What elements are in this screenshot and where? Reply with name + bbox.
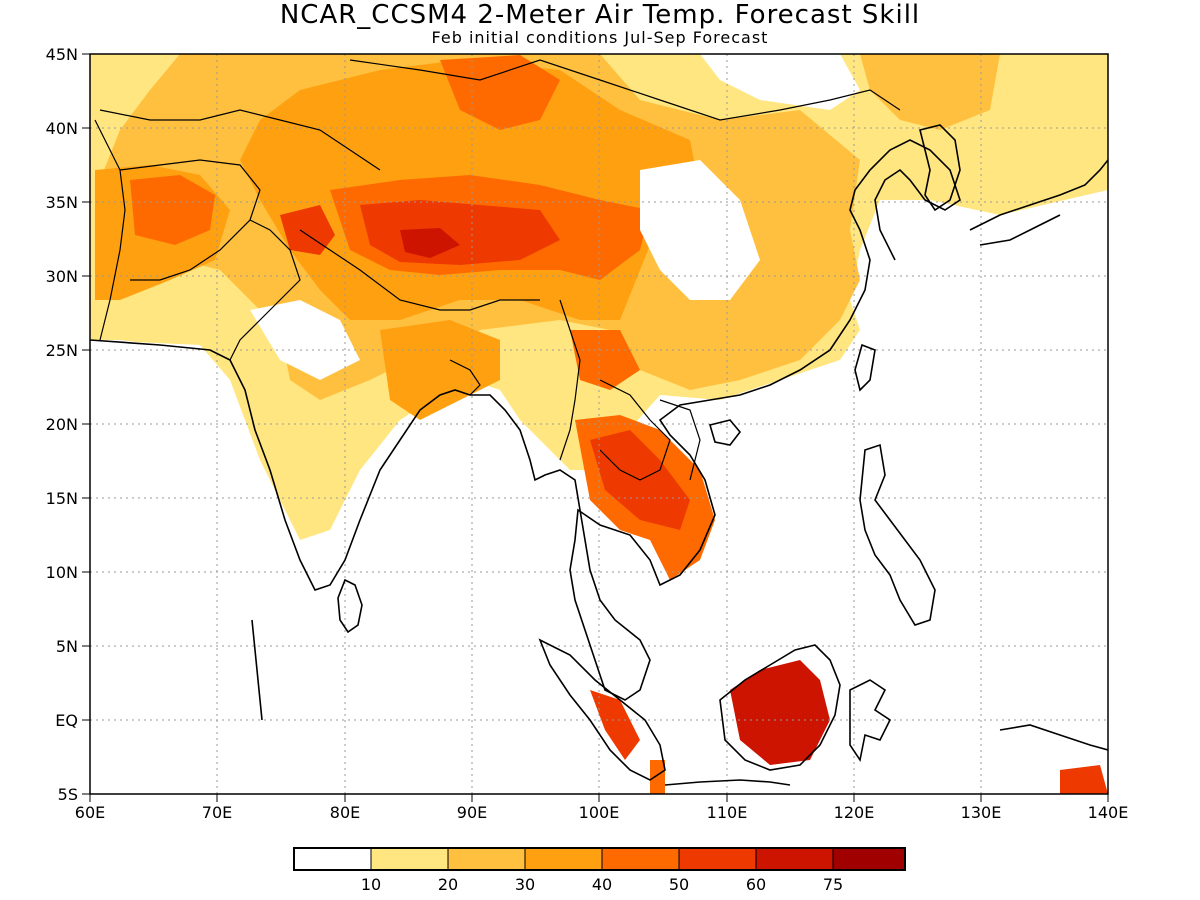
colorbar-swatch <box>832 847 906 871</box>
colorbar-swatch <box>678 847 757 871</box>
lat-label: EQ <box>55 711 78 730</box>
skill-region-60-75 <box>730 660 830 765</box>
skill-region-below-10-d <box>90 340 330 600</box>
colorbar-label: 20 <box>438 875 458 894</box>
skill-region-50-60-b <box>280 205 335 255</box>
border-himalaya <box>299 229 540 311</box>
lat-label: 5N <box>56 637 78 656</box>
borneo-coastline <box>719 644 841 771</box>
coastlines <box>90 124 1108 786</box>
border-iran <box>94 119 126 341</box>
lon-label: 70E <box>202 803 232 822</box>
lon-tick-labels: 60E 70E 80E 90E 100E 110E 120E 130E 140E <box>75 803 1129 822</box>
maldives-coastline <box>251 619 263 721</box>
new-guinea-coastline <box>999 724 1108 751</box>
skill-region-below-10-a <box>640 160 760 300</box>
lon-label: 120E <box>834 803 875 822</box>
asia-coastline <box>90 139 961 701</box>
colorbar-swatch <box>601 847 680 871</box>
skill-region-20-30-b <box>860 54 1000 130</box>
sulawesi-coastline <box>849 679 892 763</box>
lat-label: 5S <box>58 785 78 804</box>
japan-coastline <box>969 159 1108 246</box>
map-title: NCAR_CCSM4 2-Meter Air Temp. Forecast Sk… <box>279 0 921 30</box>
sumatra-coastline <box>538 638 666 781</box>
taiwan-coastline <box>854 343 876 392</box>
skill-region-40-50-e <box>570 330 640 390</box>
border-myanmar <box>559 299 581 461</box>
border-thailand-laos <box>599 379 671 481</box>
colorbar-frame <box>293 847 906 871</box>
colorbar-swatch <box>370 847 449 871</box>
border-china-mongolia <box>349 59 901 121</box>
colorbar-swatch <box>293 847 372 871</box>
lat-label: 40N <box>46 119 78 138</box>
korea-coastline <box>919 124 961 212</box>
lat-label: 20N <box>46 415 78 434</box>
colorbar-label: 60 <box>746 875 766 894</box>
lat-label: 30N <box>46 267 78 286</box>
skill-region-30-40-c <box>380 320 500 420</box>
hainan-coastline <box>708 419 742 446</box>
colorbar-label: 10 <box>361 875 381 894</box>
colorbar-label: 75 <box>823 875 843 894</box>
tick-marks <box>82 53 1109 802</box>
colorbar-swatch <box>755 847 834 871</box>
lon-label: 60E <box>75 803 105 822</box>
lon-label: 80E <box>330 803 360 822</box>
country-borders <box>94 59 901 481</box>
colorbar-label: 30 <box>515 875 535 894</box>
border-bangladesh <box>449 359 481 396</box>
philippines-coastline <box>859 443 936 626</box>
lat-label: 10N <box>46 563 78 582</box>
lon-label: 140E <box>1088 803 1129 822</box>
skill-region-50-60-d <box>590 690 640 760</box>
border-afghanistan <box>119 159 261 281</box>
lat-label: 25N <box>46 341 78 360</box>
lon-label: 90E <box>457 803 487 822</box>
lon-label: 100E <box>579 803 620 822</box>
colorbar-swatch <box>524 847 603 871</box>
lat-label: 15N <box>46 489 78 508</box>
skill-region-60-75-b <box>400 228 460 258</box>
lat-label: 45N <box>46 45 78 64</box>
border-india-pakistan <box>229 219 301 361</box>
border-central-asia <box>99 109 381 171</box>
colorbar-swatch <box>447 847 526 871</box>
lon-label: 130E <box>961 803 1002 822</box>
skill-region-below-10-c <box>700 54 860 110</box>
colorbar: 10 20 30 40 50 60 75 <box>293 847 906 894</box>
sri-lanka-coastline <box>337 578 363 634</box>
skill-region-40-50-b <box>130 175 215 245</box>
java-coastline <box>664 779 791 786</box>
skill-region-50-60-e <box>1060 765 1108 794</box>
colorbar-label: 50 <box>669 875 689 894</box>
skill-region-below-10-b <box>250 300 360 380</box>
border-vietnam <box>659 399 701 481</box>
skill-region-40-50-c <box>440 55 560 130</box>
skill-region-40-50-f <box>650 760 665 794</box>
gridlines <box>90 54 1108 794</box>
lat-tick-labels: 5S EQ 5N 10N 15N 20N 25N 30N 35N 40N 45N <box>46 45 78 804</box>
lat-label: 35N <box>46 193 78 212</box>
colorbar-label: 40 <box>592 875 612 894</box>
map-subtitle: Feb initial conditions Jul-Sep Forecast <box>431 28 769 47</box>
lon-label: 110E <box>707 803 748 822</box>
